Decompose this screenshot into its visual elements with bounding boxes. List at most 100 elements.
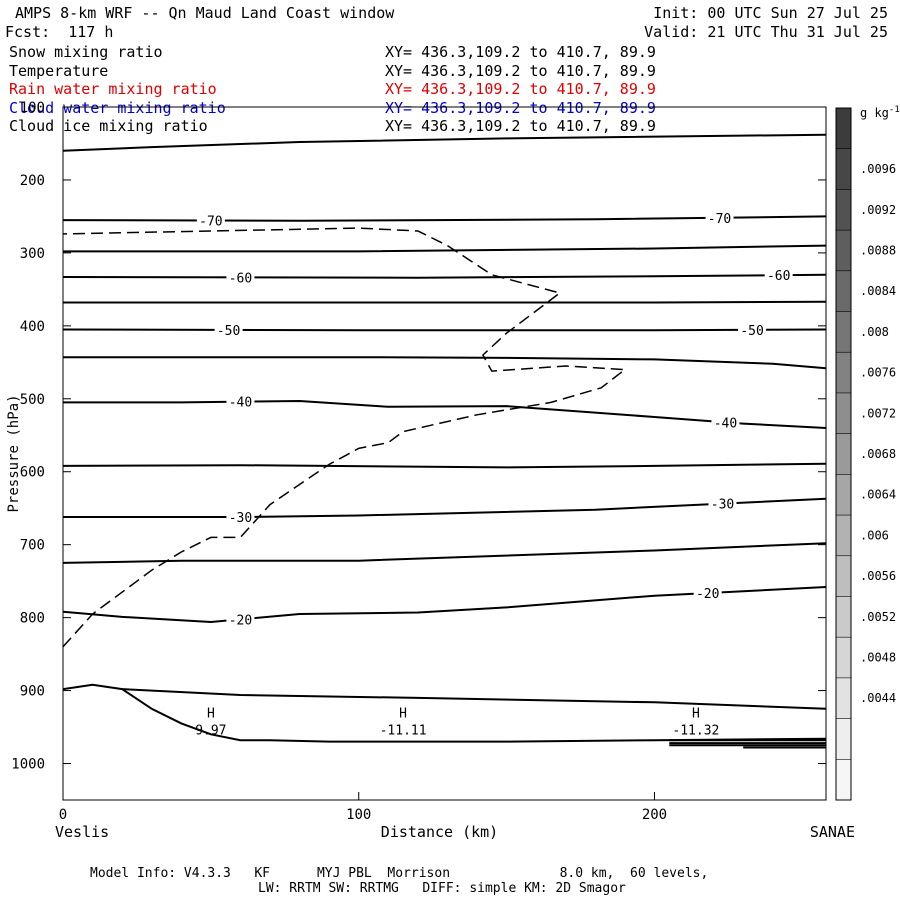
colorbar-label: .0068: [860, 447, 896, 461]
high-marker: H: [207, 707, 215, 722]
right-endpoint-label: SANAE: [810, 823, 855, 841]
field-label: Temperature: [9, 61, 109, 80]
y-tick-label: 500: [20, 392, 45, 408]
field-label: Snow mixing ratio: [9, 43, 163, 61]
snow-mixing-ratio-contour: [63, 227, 627, 648]
isotherm-label-bg: [693, 586, 722, 601]
y-tick-label: 700: [20, 538, 45, 554]
isotherm-label-bg: [708, 496, 737, 511]
isotherm-label-bg: [764, 268, 793, 283]
colorbar-label: .0096: [860, 162, 896, 176]
isotherm-label: -70: [199, 215, 222, 230]
field-xy: XY= 436.3,109.2 to 410.7, 89.9: [385, 43, 656, 61]
colorbar-swatch: [836, 474, 851, 516]
colorbar-swatch: [836, 270, 851, 313]
isotherm-line: [63, 244, 826, 253]
colorbar-swatch: [836, 718, 851, 760]
isotherm-label: -60: [767, 269, 790, 284]
high-value: -11.11: [380, 723, 427, 738]
colorbar-label: .0064: [860, 488, 896, 502]
y-tick-label: 1000: [11, 757, 45, 773]
isotherm-line: [63, 586, 826, 624]
field-xy: XY= 436.3,109.2 to 410.7, 89.9: [385, 117, 656, 135]
y-tick-label: 400: [20, 319, 45, 335]
colorbar-label: .0044: [860, 691, 896, 705]
isotherm-line: [122, 688, 826, 710]
colorbar-swatch: [836, 515, 851, 557]
isotherm-label-bg: [226, 270, 255, 285]
y-tick-label: 300: [20, 246, 45, 262]
isotherm-line: [63, 497, 826, 518]
isotherm-label-bg: [214, 322, 243, 337]
colorbar-unit: g kg-1: [860, 105, 900, 120]
colorbar-label: .0088: [860, 243, 896, 257]
colorbar-label: .0084: [860, 284, 896, 298]
left-endpoint-label: Veslis: [55, 823, 109, 841]
colorbar-swatch: [836, 108, 851, 150]
isotherm-label-bg: [226, 612, 255, 627]
isotherm-line: [63, 356, 826, 370]
colorbar-swatch: [836, 555, 851, 597]
high-marker: H: [399, 707, 407, 722]
colorbar-swatch: [836, 189, 851, 231]
field-label: Rain water mixing ratio: [9, 80, 217, 98]
field-xy: XY= 436.3,109.2 to 410.7, 89.9: [385, 61, 656, 80]
isotherm-label-bg: [705, 210, 734, 225]
y-tick-label: 600: [20, 465, 45, 481]
colorbar-swatch: [836, 759, 851, 801]
isotherm-label: -40: [229, 396, 252, 411]
colorbar-swatch: [836, 677, 851, 720]
isotherm-label: -40: [714, 416, 737, 431]
colorbar-label: .0092: [860, 203, 896, 217]
y-tick-label: 800: [20, 611, 45, 627]
isotherm-label: -30: [229, 511, 252, 526]
x-axis-label: Distance (km): [381, 823, 498, 841]
isotherm-line: [63, 542, 826, 564]
colorbar-swatch: [836, 230, 851, 272]
isotherm-label-bg: [711, 415, 740, 430]
isotherm-label: -20: [229, 613, 252, 628]
isotherm-line: [63, 462, 826, 469]
colorbar-label: .0048: [860, 651, 896, 665]
field-label: Cloud ice mixing ratio: [9, 117, 208, 135]
colorbar-label: .0072: [860, 406, 896, 420]
colorbar-label: .0056: [860, 569, 896, 583]
isotherm-label: -20: [696, 587, 719, 602]
colorbar-label: .008: [860, 325, 889, 339]
y-tick-label: 200: [20, 173, 45, 189]
colorbar-label: .0052: [860, 610, 896, 624]
colorbar-swatch: [836, 148, 851, 190]
y-tick-label: 100: [20, 100, 45, 116]
colorbar-label: .0076: [860, 366, 896, 380]
colorbar-label: .006: [860, 528, 889, 542]
y-axis-label: Pressure (hPa): [6, 394, 22, 512]
isotherm-label: -30: [711, 498, 734, 513]
isotherm-line: [63, 273, 826, 279]
isotherm-line: [63, 683, 826, 743]
colorbar-swatch: [836, 392, 851, 435]
x-tick-label: 0: [59, 807, 67, 823]
isotherm-label-bg: [738, 322, 767, 337]
colorbar-swatch: [836, 433, 851, 475]
model-info-line1: Model Info: V4.3.3 KF MYJ PBL Morrison 8…: [90, 866, 709, 881]
isotherm-line: [63, 328, 826, 332]
isotherm-label-bg: [226, 394, 255, 409]
chart-title: AMPS 8-km WRF -- Qn Maud Land Coast wind…: [15, 4, 395, 22]
plot-area: -70 -70-60 -60-50 -50-40-40-30-30-20-20H9.9…: [63, 133, 826, 749]
isotherm-label: -60: [229, 271, 252, 286]
model-info-line2: LW: RRTM SW: RRTMG DIFF: simple KM: 2D S…: [258, 881, 626, 896]
isotherm-label-bg: [226, 509, 255, 524]
colorbar-swatch: [836, 596, 851, 638]
isotherm-line: [63, 133, 826, 152]
colorbar-swatch: [836, 352, 851, 394]
isotherm-label: -50: [740, 324, 763, 339]
plot-frame: [62, 106, 827, 801]
x-tick-label: 200: [642, 807, 667, 823]
colorbar-swatch: [836, 637, 851, 679]
isotherm-label: -70: [708, 212, 731, 227]
isotherm-label-bg: [196, 213, 225, 228]
high-value: 9.97: [195, 723, 226, 738]
isotherm-label: -50: [217, 324, 240, 339]
init-time: Init: 00 UTC Sun 27 Jul 25: [653, 4, 888, 22]
